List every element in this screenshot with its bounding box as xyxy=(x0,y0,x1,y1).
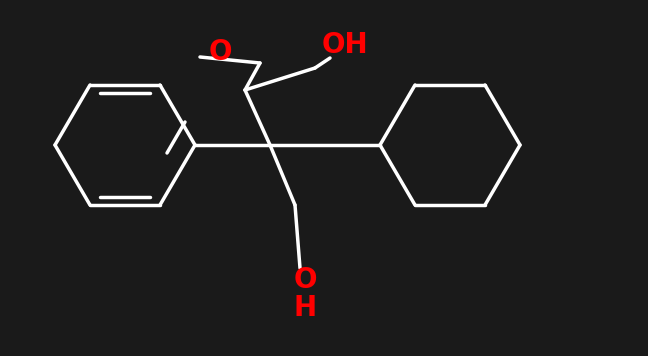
Text: OH: OH xyxy=(321,31,368,59)
Text: O: O xyxy=(208,38,232,66)
Text: O: O xyxy=(294,266,317,294)
Text: H: H xyxy=(294,294,317,322)
